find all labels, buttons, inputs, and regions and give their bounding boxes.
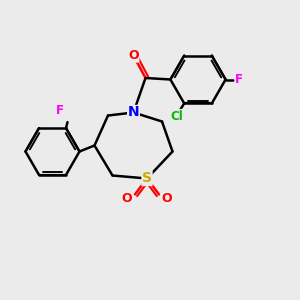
Text: S: S (142, 172, 152, 185)
Text: O: O (122, 192, 132, 206)
Text: O: O (128, 49, 139, 62)
Text: F: F (56, 104, 64, 117)
Text: O: O (162, 192, 172, 206)
Text: N: N (128, 106, 139, 119)
Text: Cl: Cl (170, 110, 183, 122)
Text: F: F (235, 73, 243, 86)
